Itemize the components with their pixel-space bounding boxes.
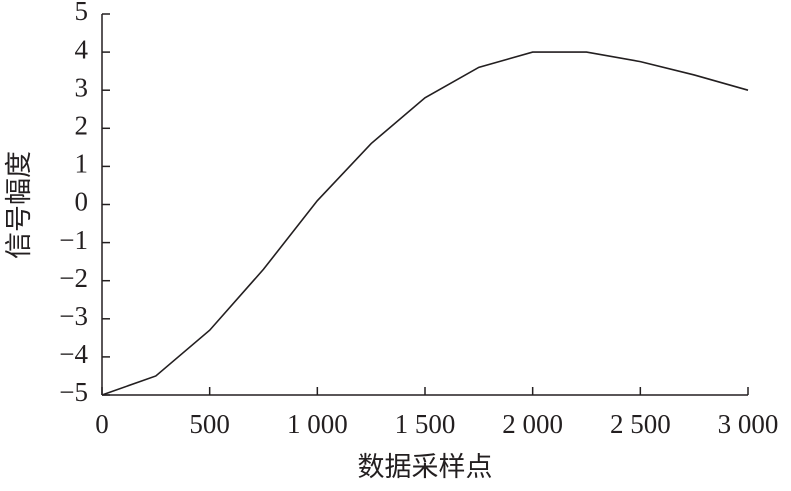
line — [101, 51, 749, 396]
x-tick-label: 2 500 — [610, 409, 671, 439]
x-tick-label: 0 — [95, 409, 109, 439]
y-tick-label: 1 — [75, 149, 89, 179]
y-tick-label: −4 — [59, 339, 88, 369]
x-axis-label: 数据采样点 — [358, 452, 493, 482]
y-tick-label: 4 — [75, 34, 89, 64]
x-tick-label: 3 000 — [718, 409, 779, 439]
x-tick-label: 1 000 — [287, 409, 348, 439]
y-tick-label: −1 — [59, 225, 88, 255]
y-tick-label: −5 — [59, 377, 88, 407]
y-axis-label: 信号幅度 — [4, 151, 34, 259]
x-tick-label: 2 000 — [502, 409, 563, 439]
x-tick-label: 500 — [189, 409, 230, 439]
y-tick-label: −3 — [59, 301, 88, 331]
y-tick-label: 5 — [75, 0, 89, 26]
y-tick-label: −2 — [59, 263, 88, 293]
y-tick-label: 0 — [75, 187, 89, 217]
y-tick-label: 3 — [75, 72, 89, 102]
y-tick-label: 2 — [75, 111, 89, 141]
x-tick-label: 1 500 — [395, 409, 456, 439]
